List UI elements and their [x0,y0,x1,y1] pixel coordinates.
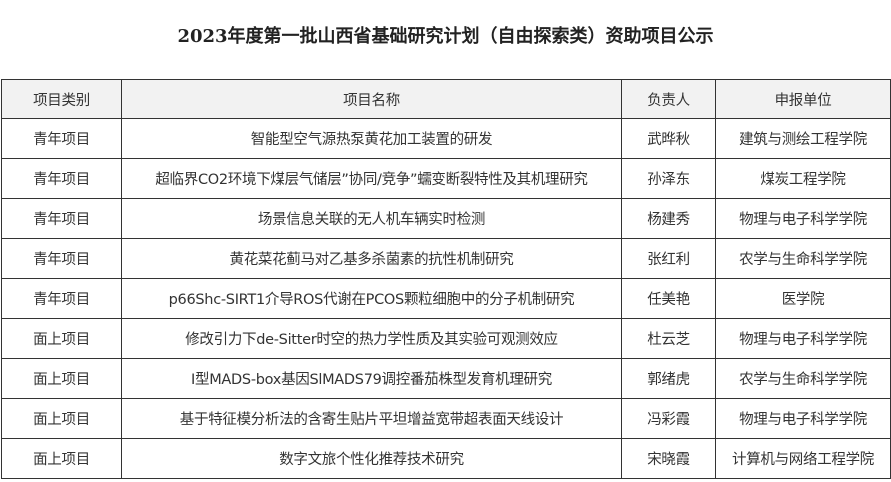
cell-leader: 杜云芝 [621,318,716,359]
cell-unit: 农学与生命科学学院 [715,238,891,279]
cell-category: 面上项目 [1,318,122,359]
cell-leader: 郭绪虎 [621,358,716,399]
table-row: 青年项目 p66Shc-SIRT1介导ROS代谢在PCOS颗粒细胞中的分子机制研究… [1,278,891,319]
cell-unit: 煤炭工程学院 [715,158,891,199]
cell-category: 青年项目 [1,198,122,239]
cell-leader: 孙泽东 [621,158,716,199]
cell-leader: 武晔秋 [621,118,716,159]
table-row: 青年项目 场景信息关联的无人机车辆实时检测 杨建秀 物理与电子科学学院 [1,198,891,239]
header-project-name: 项目名称 [121,79,622,119]
cell-leader: 宋晓霞 [621,438,716,479]
cell-unit: 计算机与网络工程学院 [715,438,891,479]
cell-category: 青年项目 [1,278,122,319]
table-row: 青年项目 超临界CO2环境下煤层气储层”协同/竞争”蠕变断裂特性及其机理研究 孙泽东… [1,158,891,199]
cell-project-name: 超临界CO2环境下煤层气储层”协同/竞争”蠕变断裂特性及其机理研究 [121,158,622,199]
cell-category: 青年项目 [1,118,122,159]
cell-leader: 杨建秀 [621,198,716,239]
cell-leader: 冯彩霞 [621,398,716,439]
cell-leader: 任美艳 [621,278,716,319]
cell-category: 青年项目 [1,238,122,279]
project-table: 项目类别 项目名称 负责人 申报单位 青年项目 智能型空气源热泵黄花加工装置的研发… [1,79,891,479]
table-header-row: 项目类别 项目名称 负责人 申报单位 [1,79,891,119]
cell-project-name: I型MADS-box基因SlMADS79调控番茄株型发育机理研究 [121,358,622,399]
page-title: 2023年度第一批山西省基础研究计划（自由探索类）资助项目公示 [177,26,714,47]
cell-category: 面上项目 [1,438,122,479]
cell-category: 面上项目 [1,358,122,399]
cell-unit: 物理与电子科学学院 [715,398,891,439]
cell-project-name: 数字文旅个性化推荐技术研究 [121,438,622,479]
cell-leader: 张红利 [621,238,716,279]
cell-project-name: 智能型空气源热泵黄花加工装置的研发 [121,118,622,159]
table-row: 青年项目 黄花菜花蓟马对乙基多杀菌素的抗性机制研究 张红利 农学与生命科学学院 [1,238,891,279]
table-row: 面上项目 修改引力下de-Sitter时空的热力学性质及其实验可观测效应 杜云芝 物理… [1,318,891,359]
header-leader: 负责人 [621,79,716,119]
table-row: 面上项目 基于特征模分析法的含寄生贴片平坦增益宽带超表面天线设计 冯彩霞 物理与电子科… [1,398,891,439]
header-unit: 申报单位 [715,79,891,119]
cell-unit: 农学与生命科学学院 [715,358,891,399]
header-category: 项目类别 [1,79,122,119]
cell-project-name: 基于特征模分析法的含寄生贴片平坦增益宽带超表面天线设计 [121,398,622,439]
table-row: 面上项目 数字文旅个性化推荐技术研究 宋晓霞 计算机与网络工程学院 [1,438,891,479]
cell-category: 青年项目 [1,158,122,199]
cell-unit: 物理与电子科学学院 [715,318,891,359]
cell-unit: 物理与电子科学学院 [715,198,891,239]
table-row: 青年项目 智能型空气源热泵黄花加工装置的研发 武晔秋 建筑与测绘工程学院 [1,118,891,159]
cell-unit: 医学院 [715,278,891,319]
cell-category: 面上项目 [1,398,122,439]
cell-project-name: 黄花菜花蓟马对乙基多杀菌素的抗性机制研究 [121,238,622,279]
cell-project-name: p66Shc-SIRT1介导ROS代谢在PCOS颗粒细胞中的分子机制研究 [121,278,622,319]
cell-project-name: 修改引力下de-Sitter时空的热力学性质及其实验可观测效应 [121,318,622,359]
cell-project-name: 场景信息关联的无人机车辆实时检测 [121,198,622,239]
table-row: 面上项目 I型MADS-box基因SlMADS79调控番茄株型发育机理研究 郭绪虎农… [1,358,891,399]
cell-unit: 建筑与测绘工程学院 [715,118,891,159]
